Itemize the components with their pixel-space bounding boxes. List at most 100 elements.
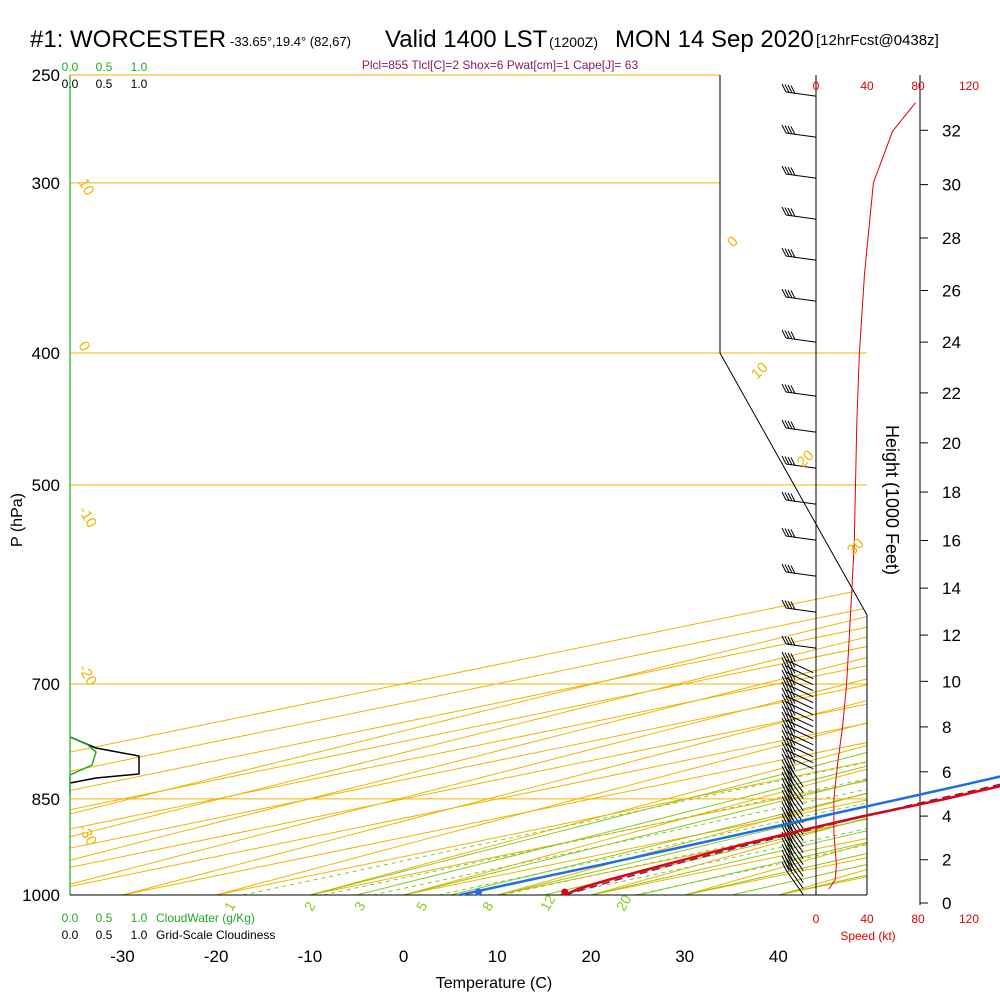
wind-barb-feather — [781, 329, 787, 339]
wind-barb-feather — [781, 288, 787, 298]
wind-barb-feather — [790, 779, 796, 788]
dry-adiabat-label: 20 — [794, 447, 818, 471]
wind-barb — [781, 599, 816, 613]
height-tick-label: 2 — [942, 851, 951, 870]
mixing-ratio-label: 12 — [537, 892, 559, 914]
isotherm-line — [70, 75, 867, 895]
moist-adiabat-line — [590, 75, 867, 895]
wind-barb-shaft — [785, 571, 816, 577]
cloudiness-scale-bottom: 0.0 — [62, 928, 79, 942]
wind-barb-shaft — [785, 713, 814, 728]
wind-barb-feather — [781, 419, 787, 429]
wind-barb-feather — [790, 493, 796, 502]
wind-barb-shaft — [785, 463, 816, 469]
mixing-ratio-label: 20 — [613, 892, 635, 914]
height-tick-label: 32 — [942, 121, 961, 140]
wind-barb — [781, 206, 816, 220]
dry-adiabat-label: 10 — [75, 176, 98, 199]
wind-barb — [781, 83, 816, 97]
wind-barb-feather — [781, 247, 787, 257]
wind-barb-feather — [784, 166, 790, 175]
wind-barb — [781, 635, 816, 649]
wind-barb-shaft — [785, 132, 816, 138]
mixing-ratio-line — [438, 592, 867, 895]
wind-barb-feather — [790, 249, 796, 258]
temperature-tick-label: 40 — [769, 947, 788, 966]
wind-barb — [781, 527, 816, 541]
wind-barb — [781, 329, 816, 343]
wind-barb-shaft — [785, 725, 814, 740]
valid-time: Valid 1400 LST — [385, 26, 548, 53]
wind-barb-feather — [790, 845, 796, 854]
wind-barb-feather — [790, 725, 796, 734]
surface-temperature-dot — [561, 888, 569, 896]
isotherm-line — [403, 75, 867, 895]
height-tick-label: 30 — [942, 176, 961, 195]
dry-adiabat-line — [70, 75, 867, 895]
dry-adiabat-line — [122, 75, 867, 895]
cloud-panel: 0.0 0.0 0.0 0.0 0.5 0.5 0.5 0.5 1.0 1.0 1.0 1.0 Clou… — [62, 60, 276, 942]
wind-barb-shaft — [785, 863, 804, 889]
wind-barb-feather — [790, 565, 796, 574]
speed-tick-label-top: 120 — [959, 79, 979, 93]
cloudiness-label: Grid-Scale Cloudiness — [156, 928, 275, 942]
wind-barb-feather — [781, 455, 787, 465]
height-tick-label: 16 — [942, 531, 961, 550]
wind-barb-feather — [781, 124, 787, 134]
mixing-ratio-label: 5 — [413, 899, 431, 914]
cloud-water-profile — [69, 736, 97, 795]
temperature-tick-label: -30 — [110, 947, 135, 966]
wind-barb-feather — [784, 84, 790, 93]
dry-adiabat-label: 30 — [844, 535, 868, 559]
background-lines — [70, 75, 867, 895]
height-tick-label: 6 — [942, 763, 951, 782]
cloudiness-scale-top: 1.0 — [131, 77, 148, 91]
wind-barb-shaft — [785, 737, 814, 752]
wind-barb-feather — [790, 773, 796, 782]
cloudiness-scale-bottom: 0.5 — [96, 928, 113, 942]
moist-adiabat-line — [497, 75, 867, 895]
wind-barb-feather — [784, 289, 790, 298]
wind-barb-shaft — [785, 643, 816, 649]
wind-barb-feather — [784, 528, 790, 537]
isotherm-line — [70, 75, 867, 895]
wind-barb-shaft — [785, 255, 816, 261]
wind-barb-feather — [790, 743, 796, 752]
wind-barb-feather — [784, 492, 790, 501]
wind-barb-feather — [790, 421, 796, 430]
wind-barb-feather — [787, 862, 793, 872]
isotherm-line — [70, 75, 867, 895]
wind-barb-feather — [787, 564, 793, 574]
surface-dewpoint-dot — [475, 888, 483, 896]
height-tick-label: 20 — [942, 434, 961, 453]
wind-barb-feather — [790, 713, 796, 722]
wind-barb-shaft — [785, 391, 816, 397]
dewpoint-line — [459, 775, 1000, 897]
station-title: #1: WORCESTER — [30, 26, 227, 53]
speed-tick-label-top: 40 — [860, 79, 874, 93]
height-tick-label: 14 — [942, 579, 961, 598]
dry-adiabat-line — [70, 75, 867, 895]
speed-axis-title: Speed (kt) — [840, 929, 895, 943]
pressure-tick-label: 500 — [32, 476, 60, 495]
dry-adiabat-label: 0 — [724, 233, 742, 251]
wind-barb-feather — [787, 600, 793, 610]
wind-barb — [781, 124, 816, 138]
wind-barb-feather — [784, 207, 790, 216]
wind-barb-feather — [790, 707, 796, 716]
dry-adiabat-line — [70, 75, 867, 895]
speed-tick-label-bottom: 0 — [813, 912, 820, 926]
speed-tick-label-bottom: 40 — [860, 912, 874, 926]
mixing-ratio-label: 2 — [301, 899, 319, 914]
wind-barb-feather — [784, 125, 790, 134]
mixing-ratio-label: 3 — [351, 899, 369, 914]
wind-barb-feather — [784, 564, 790, 573]
cloudiness-scale-top: 0.5 — [96, 77, 113, 91]
parcel-line — [564, 783, 1000, 896]
temperature-tick-label: 20 — [582, 947, 601, 966]
wind-barb-shaft — [785, 214, 816, 220]
wind-barb-feather — [790, 683, 796, 692]
wind-barb-feather — [784, 248, 790, 257]
wind-barb-feather — [790, 731, 796, 740]
height-tick-label: 0 — [942, 894, 951, 913]
